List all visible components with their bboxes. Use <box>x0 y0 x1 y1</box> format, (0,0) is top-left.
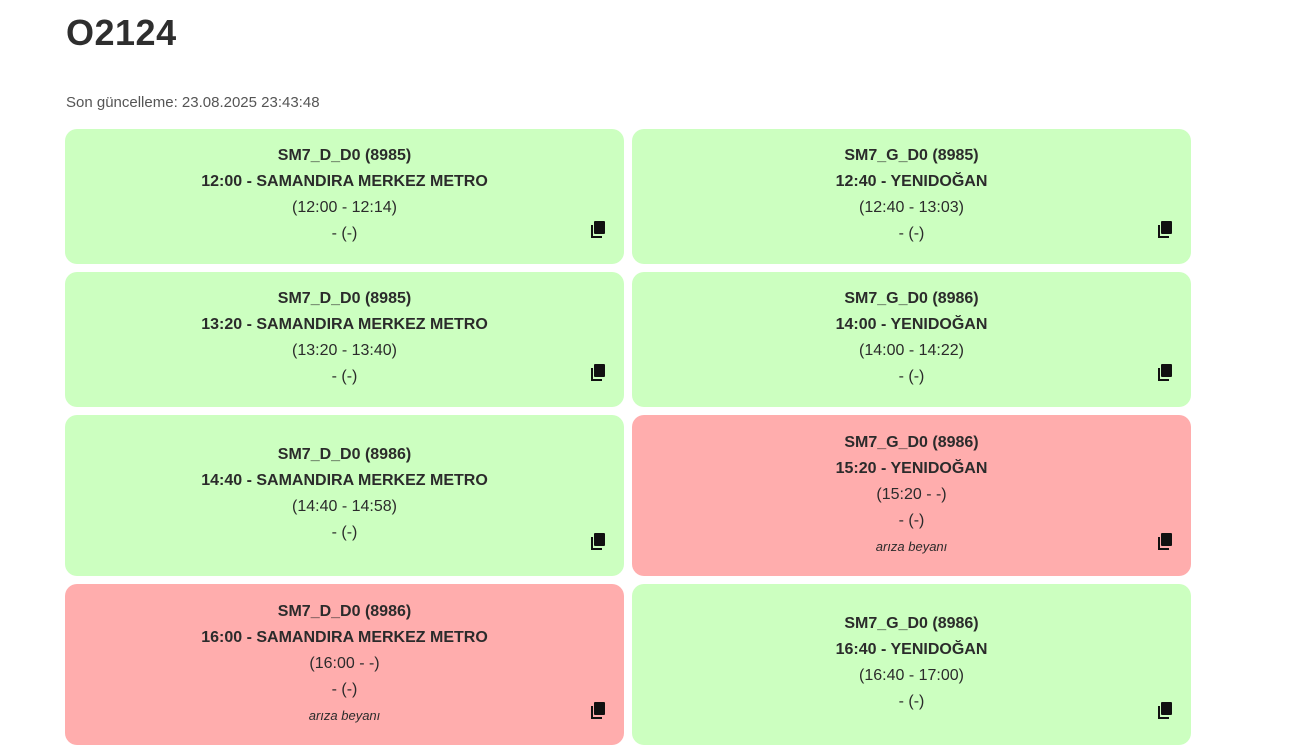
trip-note: arıza beyanı <box>875 538 948 554</box>
trip-extra-info: - (-) <box>331 680 358 698</box>
trip-extra-info: - (-) <box>898 692 925 710</box>
trip-departure-destination: 12:40 - YENIDOĞAN <box>835 172 988 190</box>
trip-time-range: (14:40 - 14:58) <box>292 497 397 515</box>
trip-time-range: (16:00 - -) <box>309 654 380 672</box>
trip-extra-info: - (-) <box>898 511 925 529</box>
trip-note: arıza beyanı <box>308 707 381 723</box>
trip-extra-info: - (-) <box>898 224 925 242</box>
trip-route-label: SM7_D_D0 (8986) <box>277 445 412 463</box>
trip-extra-info: - (-) <box>331 224 358 242</box>
trip-time-range: (14:00 - 14:22) <box>859 341 964 359</box>
trip-card: SM7_D_D0 (8985) 12:00 - SAMANDIRA MERKEZ … <box>65 129 624 264</box>
trip-route-label: SM7_G_D0 (8986) <box>844 614 979 632</box>
trip-departure-destination: 15:20 - YENIDOĞAN <box>835 459 988 477</box>
trip-card: SM7_G_D0 (8986) 15:20 - YENIDOĞAN (15:20 -… <box>632 415 1191 576</box>
trip-time-range: (12:00 - 12:14) <box>292 198 397 216</box>
trip-route-label: SM7_D_D0 (8986) <box>277 602 412 620</box>
trip-extra-info: - (-) <box>331 523 358 541</box>
trip-time-range: (12:40 - 13:03) <box>859 198 964 216</box>
trip-card: SM7_G_D0 (8985) 12:40 - YENIDOĞAN (12:40 -… <box>632 129 1191 264</box>
copy-icon[interactable] <box>1156 220 1174 240</box>
trip-card: SM7_D_D0 (8985) 13:20 - SAMANDIRA MERKEZ … <box>65 272 624 407</box>
last-update-text: Son güncelleme: 23.08.2025 23:43:48 <box>66 94 320 111</box>
page-title: O2124 <box>66 12 177 53</box>
trip-extra-info: - (-) <box>898 367 925 385</box>
trip-departure-destination: 13:20 - SAMANDIRA MERKEZ METRO <box>201 315 488 333</box>
trip-route-label: SM7_G_D0 (8986) <box>844 289 979 307</box>
trip-extra-info: - (-) <box>331 367 358 385</box>
trip-route-label: SM7_D_D0 (8985) <box>277 146 412 164</box>
trip-route-label: SM7_G_D0 (8986) <box>844 433 979 451</box>
trip-time-range: (13:20 - 13:40) <box>292 341 397 359</box>
trip-route-label: SM7_G_D0 (8985) <box>844 146 979 164</box>
copy-icon[interactable] <box>589 363 607 383</box>
trip-departure-destination: 14:40 - SAMANDIRA MERKEZ METRO <box>201 471 488 489</box>
copy-icon[interactable] <box>1156 532 1174 552</box>
trip-card: SM7_D_D0 (8986) 14:40 - SAMANDIRA MERKEZ … <box>65 415 624 576</box>
trip-departure-destination: 16:00 - SAMANDIRA MERKEZ METRO <box>201 628 488 646</box>
copy-icon[interactable] <box>589 220 607 240</box>
trip-departure-destination: 14:00 - YENIDOĞAN <box>835 315 988 333</box>
copy-icon[interactable] <box>589 532 607 552</box>
trip-card: SM7_G_D0 (8986) 14:00 - YENIDOĞAN (14:00 -… <box>632 272 1191 407</box>
copy-icon[interactable] <box>589 701 607 721</box>
trip-departure-destination: 16:40 - YENIDOĞAN <box>835 640 988 658</box>
trip-time-range: (15:20 - -) <box>876 485 947 503</box>
trip-card: SM7_G_D0 (8986) 16:40 - YENIDOĞAN (16:40 -… <box>632 584 1191 745</box>
copy-icon[interactable] <box>1156 363 1174 383</box>
trip-route-label: SM7_D_D0 (8985) <box>277 289 412 307</box>
trip-card: SM7_D_D0 (8986) 16:00 - SAMANDIRA MERKEZ … <box>65 584 624 745</box>
trip-departure-destination: 12:00 - SAMANDIRA MERKEZ METRO <box>201 172 488 190</box>
trip-time-range: (16:40 - 17:00) <box>859 666 964 684</box>
copy-icon[interactable] <box>1156 701 1174 721</box>
trip-card-grid: SM7_D_D0 (8985) 12:00 - SAMANDIRA MERKEZ … <box>65 129 1191 745</box>
